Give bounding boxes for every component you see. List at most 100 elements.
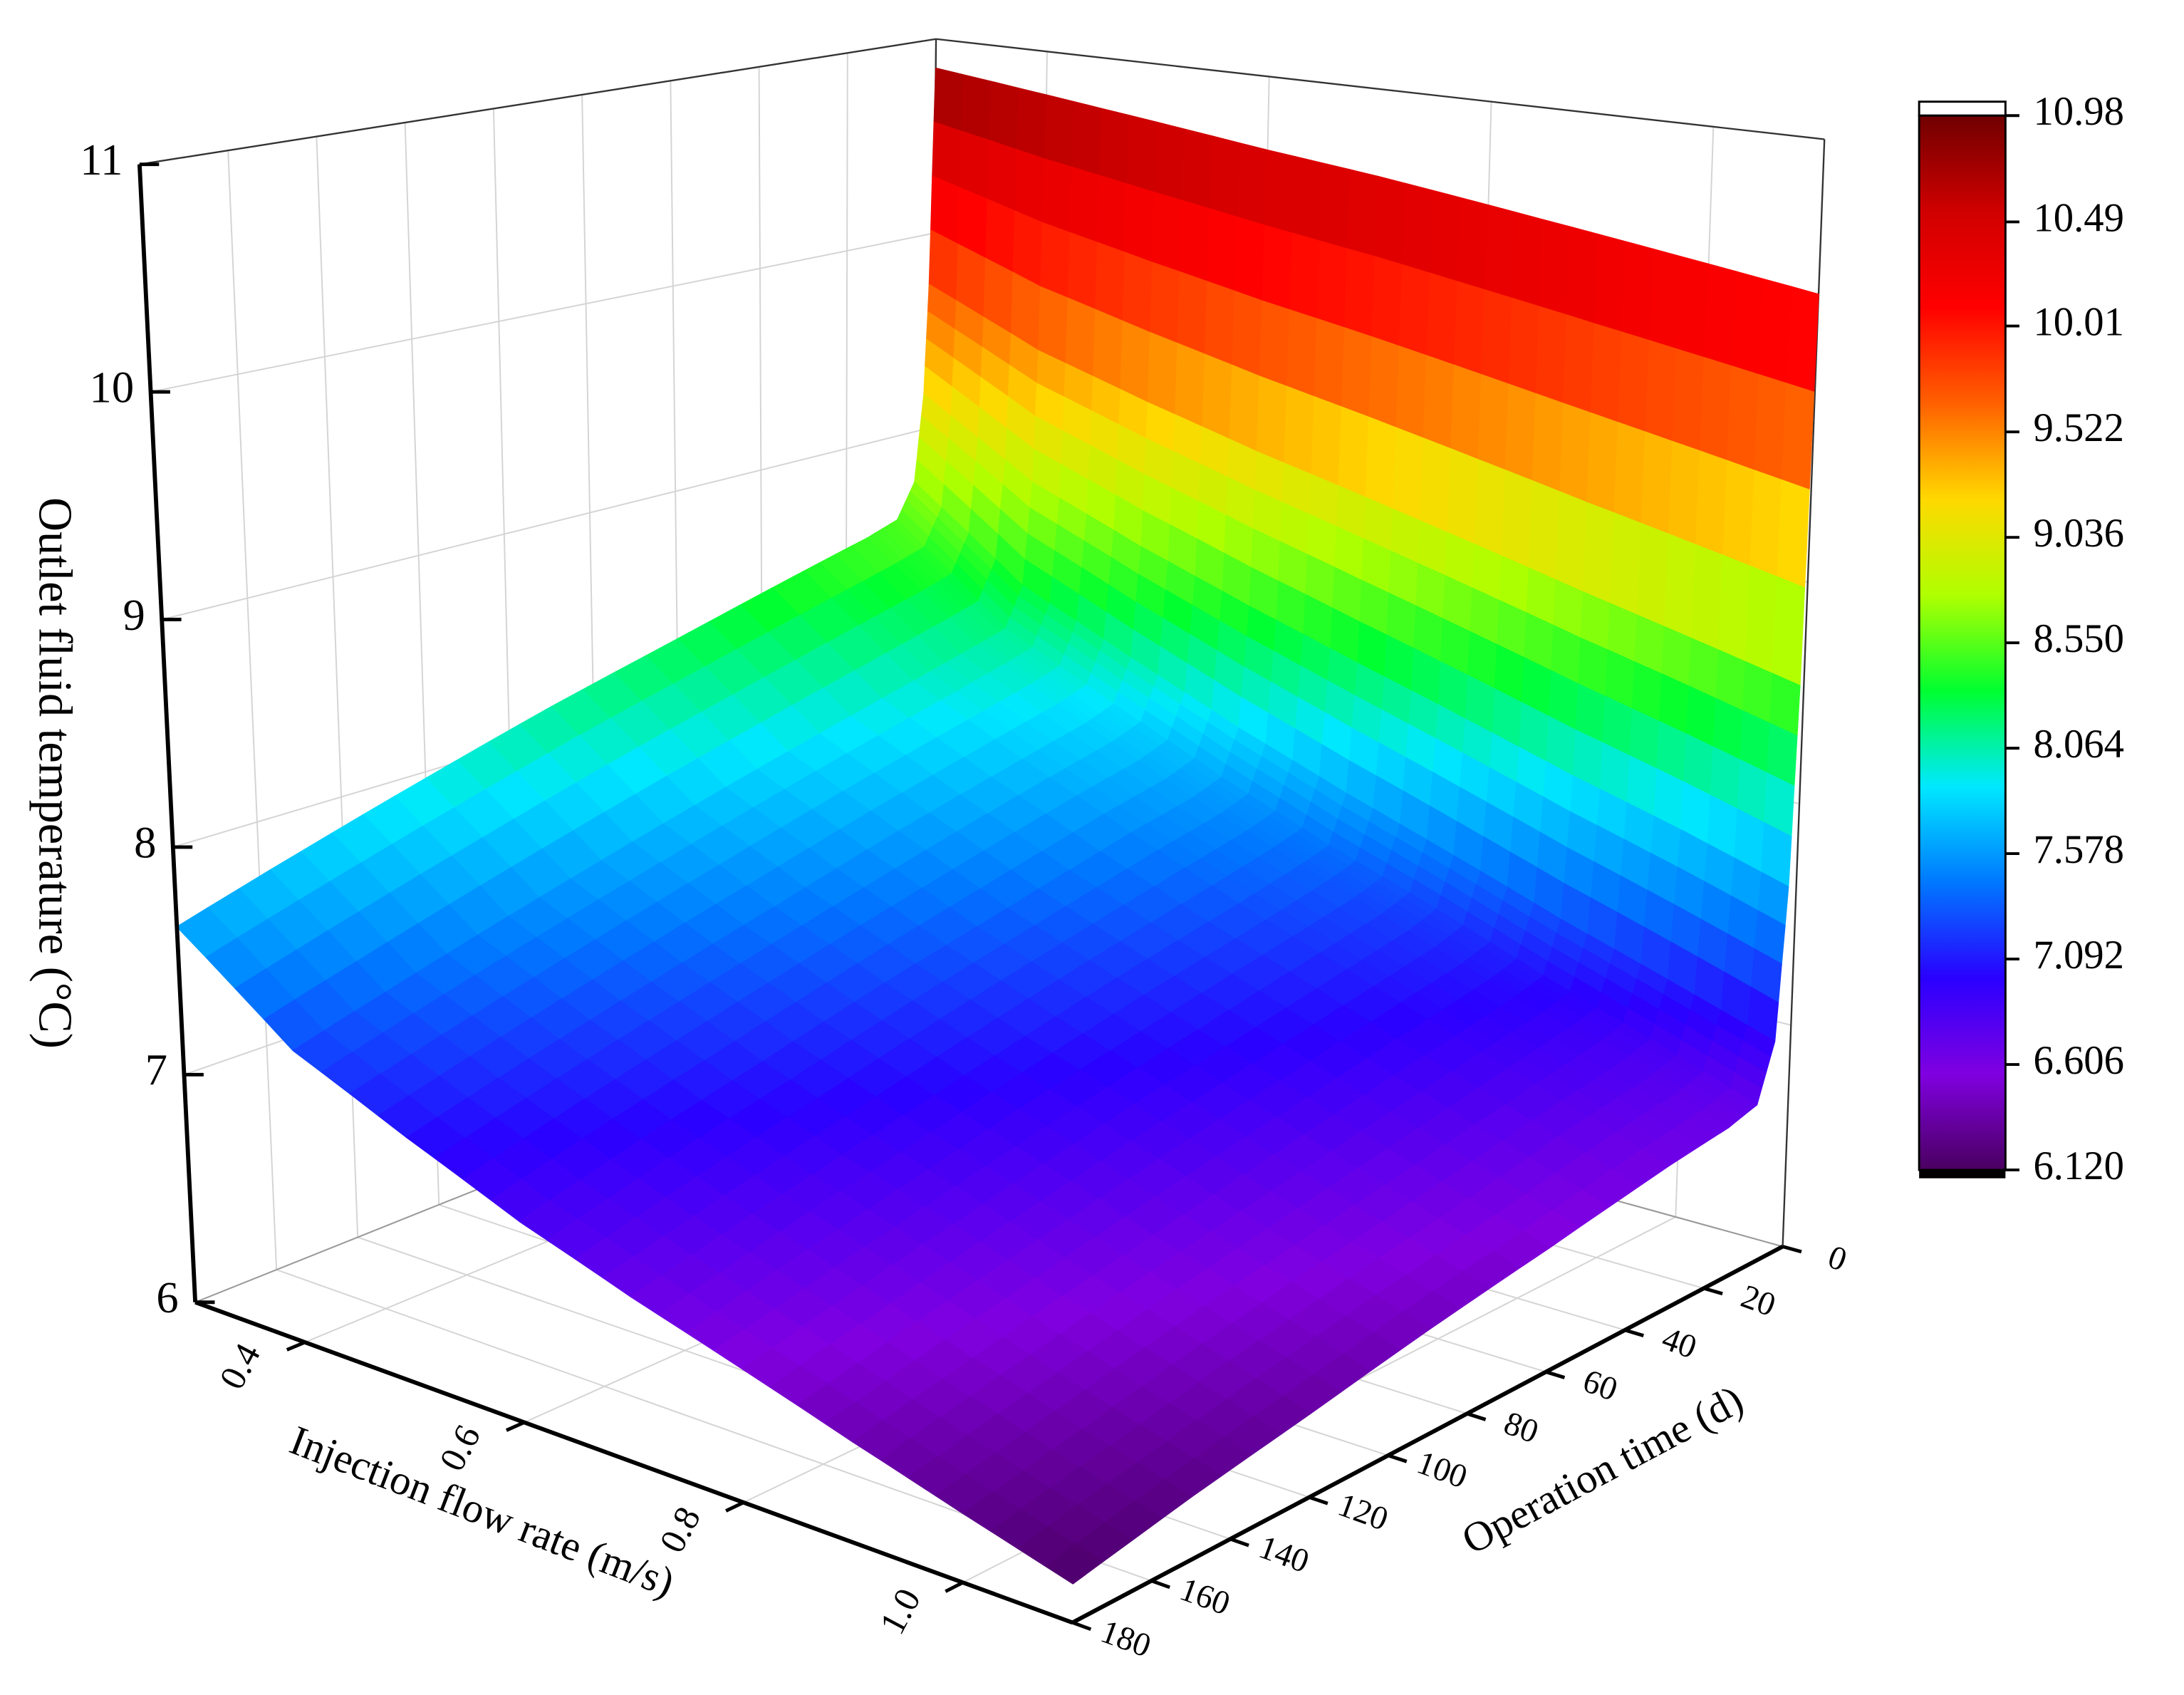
surface-patch — [1453, 281, 1486, 375]
y-tick-label: 20 — [1736, 1277, 1780, 1324]
surface-patch — [1069, 166, 1101, 244]
surface-patch — [1447, 448, 1479, 545]
surface-patch — [1699, 357, 1732, 462]
x-tick-label: 0.4 — [212, 1337, 268, 1395]
surface-patch — [1126, 115, 1158, 193]
surface-patch — [1429, 190, 1462, 283]
surface-patch — [987, 140, 1018, 212]
z-tick-label: 9 — [123, 590, 145, 640]
surface-patch — [1426, 272, 1458, 366]
x-tick-label: 0.6 — [432, 1419, 488, 1477]
surface-patch — [1617, 331, 1650, 433]
y-tick-label: 40 — [1658, 1320, 1702, 1367]
surface-patch — [1690, 544, 1724, 651]
surface-patch — [1609, 512, 1643, 616]
colorbar-tick-label: 8.064 — [2033, 722, 2124, 767]
surface-patch — [1512, 212, 1544, 308]
colorbar-tick-label: 9.522 — [2033, 405, 2124, 450]
z-tick-label: 8 — [134, 817, 156, 867]
surface-patch — [1590, 323, 1623, 423]
colorbar-cap — [1919, 1170, 2006, 1178]
surface-patch — [1182, 128, 1213, 210]
surface-patch — [1480, 289, 1513, 385]
surface-patch — [1744, 565, 1778, 675]
surface-patch — [1319, 162, 1351, 250]
surface-patch — [1314, 318, 1346, 408]
surface-patch — [1535, 306, 1568, 405]
surface-patch — [1645, 340, 1678, 442]
surface-patch — [1095, 242, 1126, 322]
surface-patch — [1532, 393, 1564, 493]
surface-patch — [1016, 88, 1047, 160]
colorbar — [1918, 114, 2007, 1171]
surface-patch — [1640, 431, 1674, 535]
surface-patch — [1718, 554, 1751, 663]
surface-patch — [1393, 427, 1425, 522]
surface-patch — [933, 67, 964, 133]
z-axis-line — [137, 164, 198, 1302]
surface-patch — [1175, 343, 1206, 428]
surface-patch — [1284, 385, 1315, 475]
surface-patch — [1202, 353, 1233, 440]
surface-patch — [1586, 413, 1619, 514]
surface-patch — [1147, 332, 1179, 416]
surface-patch — [1457, 197, 1489, 291]
y-tick — [1229, 1537, 1249, 1548]
surface-patch — [1613, 422, 1646, 524]
surface-patch — [1477, 374, 1510, 471]
surface-patch — [1555, 491, 1588, 593]
surface-patch — [1152, 192, 1183, 273]
surface-patch — [1371, 256, 1403, 347]
surface-patch — [1044, 1543, 1103, 1585]
colorbar-tick-label: 7.092 — [2033, 933, 2124, 978]
surface-patch — [1209, 135, 1241, 218]
surface-patch — [1067, 232, 1098, 311]
y-tick — [1703, 1286, 1723, 1296]
colorbar-tick-label: 8.550 — [2033, 616, 2124, 661]
x-tick — [725, 1500, 744, 1513]
x-tick — [945, 1580, 964, 1593]
x-tick-label: 0.8 — [652, 1500, 708, 1559]
colorbar-tick-label: 6.606 — [2033, 1038, 2124, 1083]
surface-patch — [1504, 383, 1537, 482]
y-tick — [1782, 1245, 1802, 1254]
surface-patch — [1559, 403, 1592, 504]
colorbar-tick-label: 10.98 — [2033, 89, 2124, 134]
surface-patch — [1207, 208, 1238, 292]
y-tick-label: 180 — [1096, 1613, 1156, 1665]
surface-patch — [1566, 226, 1599, 325]
x-tick-label: 1.0 — [872, 1582, 928, 1640]
surface-patch — [1474, 459, 1507, 557]
surface-patch — [1262, 224, 1294, 311]
y-tick-label: 60 — [1579, 1362, 1623, 1409]
surface-patch — [1501, 470, 1534, 569]
grid-line — [150, 232, 935, 393]
surface-patch — [1014, 149, 1046, 224]
colorbar-tick-label: 10.49 — [2033, 195, 2124, 240]
surface-patch — [1703, 263, 1737, 367]
grid-line — [227, 150, 278, 1270]
y-tick-label: 160 — [1175, 1570, 1235, 1622]
surface-patch — [1539, 219, 1572, 316]
surface-patch — [1636, 523, 1670, 628]
surface-patch — [1338, 406, 1370, 499]
surface-patch — [1749, 470, 1783, 578]
surface-patch — [1234, 216, 1266, 302]
surface-patch — [1040, 222, 1071, 299]
surface-patch — [1582, 502, 1616, 604]
colorbar-cap — [1918, 100, 2007, 117]
y-tick — [1309, 1496, 1328, 1505]
z-tick-label: 6 — [156, 1272, 178, 1322]
surface-patch — [1676, 256, 1710, 358]
surface-patch — [1695, 450, 1728, 556]
surface-patch — [1777, 480, 1810, 589]
surface-patch — [1316, 240, 1348, 328]
surface-patch — [1286, 309, 1318, 398]
surface-patch — [1311, 396, 1343, 487]
z-tick-label: 11 — [80, 135, 123, 185]
surface-patch — [1044, 94, 1075, 168]
surface-patch — [1291, 156, 1324, 242]
surface-patch — [961, 74, 992, 141]
surface-patch — [1038, 286, 1069, 365]
